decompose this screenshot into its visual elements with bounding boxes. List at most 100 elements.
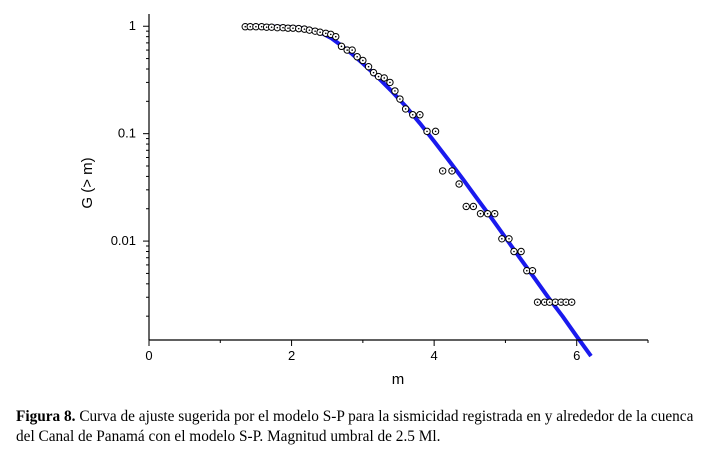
data-point: [353, 53, 361, 61]
data-point: [533, 298, 542, 306]
data-point-dot: [308, 29, 311, 31]
data-point: [469, 202, 478, 211]
data-point-dot: [531, 269, 534, 272]
data-point-dot: [244, 25, 247, 28]
data-point-dot: [314, 30, 316, 32]
data-point-dot: [362, 59, 364, 62]
data-point: [528, 267, 537, 275]
data-point-dot: [465, 205, 468, 208]
data-point-dot: [292, 27, 294, 29]
y-tick-label: 0.01: [111, 233, 136, 248]
data-point-dot: [472, 205, 475, 208]
data-point-dot: [565, 301, 567, 303]
data-point: [505, 235, 513, 243]
data-point: [455, 180, 463, 188]
data-point: [391, 87, 399, 95]
x-tick-label: 0: [145, 348, 152, 363]
data-point: [396, 95, 404, 103]
data-point-dot: [351, 49, 353, 51]
data-point-dot: [249, 25, 252, 28]
data-point: [252, 23, 260, 31]
data-point-dot: [394, 90, 396, 92]
data-point-dot: [543, 301, 546, 303]
x-axis-title: m: [392, 371, 405, 388]
data-point-dot: [324, 32, 327, 35]
data-point-dot: [526, 269, 528, 272]
data-point: [364, 63, 373, 71]
data-point-dot: [451, 170, 453, 172]
x-tick-label: 4: [431, 348, 438, 363]
chart: 0 2 4 6 1 0.1 0.01 m G (> m): [79, 14, 649, 388]
fit-curve-line: [248, 24, 593, 358]
data-point: [332, 32, 340, 41]
data-point: [386, 78, 394, 87]
data-point-dot: [426, 130, 428, 133]
x-tick-label: 2: [288, 348, 295, 363]
data-point: [568, 298, 576, 306]
y-tick-label: 1: [129, 18, 136, 33]
data-point: [337, 42, 346, 51]
data-point: [491, 209, 499, 218]
data-point-dot: [377, 75, 380, 78]
data-point: [380, 74, 388, 82]
data-point-dot: [508, 238, 510, 240]
data-point-dot: [329, 33, 332, 36]
data-point: [517, 247, 525, 256]
data-point-dot: [319, 31, 321, 34]
data-point: [510, 247, 518, 256]
data-point-dot: [501, 238, 503, 240]
data-point-dot: [287, 27, 289, 29]
y-tick-label: 0.1: [118, 126, 136, 141]
data-point: [483, 209, 492, 218]
data-point-dot: [265, 26, 268, 28]
x-tick-label: 6: [573, 348, 580, 363]
figure-caption: Figura 8. Curva de ajuste sugerida por e…: [16, 407, 706, 447]
y-axis-title: G (> m): [79, 157, 96, 208]
data-point: [416, 111, 424, 119]
data-point-dot: [389, 81, 391, 84]
axes: 0 2 4 6 1 0.1 0.01: [111, 14, 649, 363]
data-point: [401, 105, 410, 113]
data-point: [359, 56, 367, 65]
data-point-dot: [399, 98, 401, 100]
data-point: [438, 167, 447, 175]
caption-text: Curva de ajuste sugerida por el modelo S…: [16, 408, 694, 445]
data-point-dot: [303, 28, 306, 30]
data-point-dot: [548, 301, 551, 303]
data-point-dot: [513, 250, 515, 253]
data-point: [369, 68, 378, 77]
data-point-dot: [434, 130, 437, 133]
data-point-dot: [276, 26, 279, 29]
data-point: [476, 209, 485, 218]
data-point: [348, 46, 356, 54]
data-point-dot: [458, 183, 460, 185]
data-point-dot: [441, 170, 444, 172]
data-point-dot: [340, 45, 343, 48]
data-point-dot: [536, 301, 539, 303]
data-point-dot: [356, 55, 358, 58]
data-point-dot: [554, 301, 557, 303]
data-point-dot: [372, 71, 375, 74]
data-point-dot: [419, 113, 421, 116]
data-point-dot: [282, 26, 284, 29]
data-point: [431, 127, 440, 136]
plot-area: [241, 23, 593, 358]
data-point-dot: [560, 301, 562, 303]
data-point-dot: [346, 49, 348, 51]
data-point: [423, 127, 431, 136]
data-point: [316, 28, 324, 36]
data-point-dot: [570, 301, 573, 303]
data-point-dot: [270, 26, 273, 28]
data-point-dot: [260, 25, 263, 28]
data-point: [262, 23, 271, 31]
data-point-dot: [334, 35, 337, 38]
data-point-dot: [255, 25, 257, 28]
data-point: [295, 24, 303, 33]
data-point: [409, 111, 417, 119]
data-point-dot: [411, 113, 414, 116]
data-point-dot: [383, 77, 386, 79]
data-point: [448, 167, 456, 175]
data-point-dot: [486, 212, 489, 215]
caption-label: Figura 8.: [16, 408, 76, 425]
data-point-dot: [520, 250, 522, 253]
